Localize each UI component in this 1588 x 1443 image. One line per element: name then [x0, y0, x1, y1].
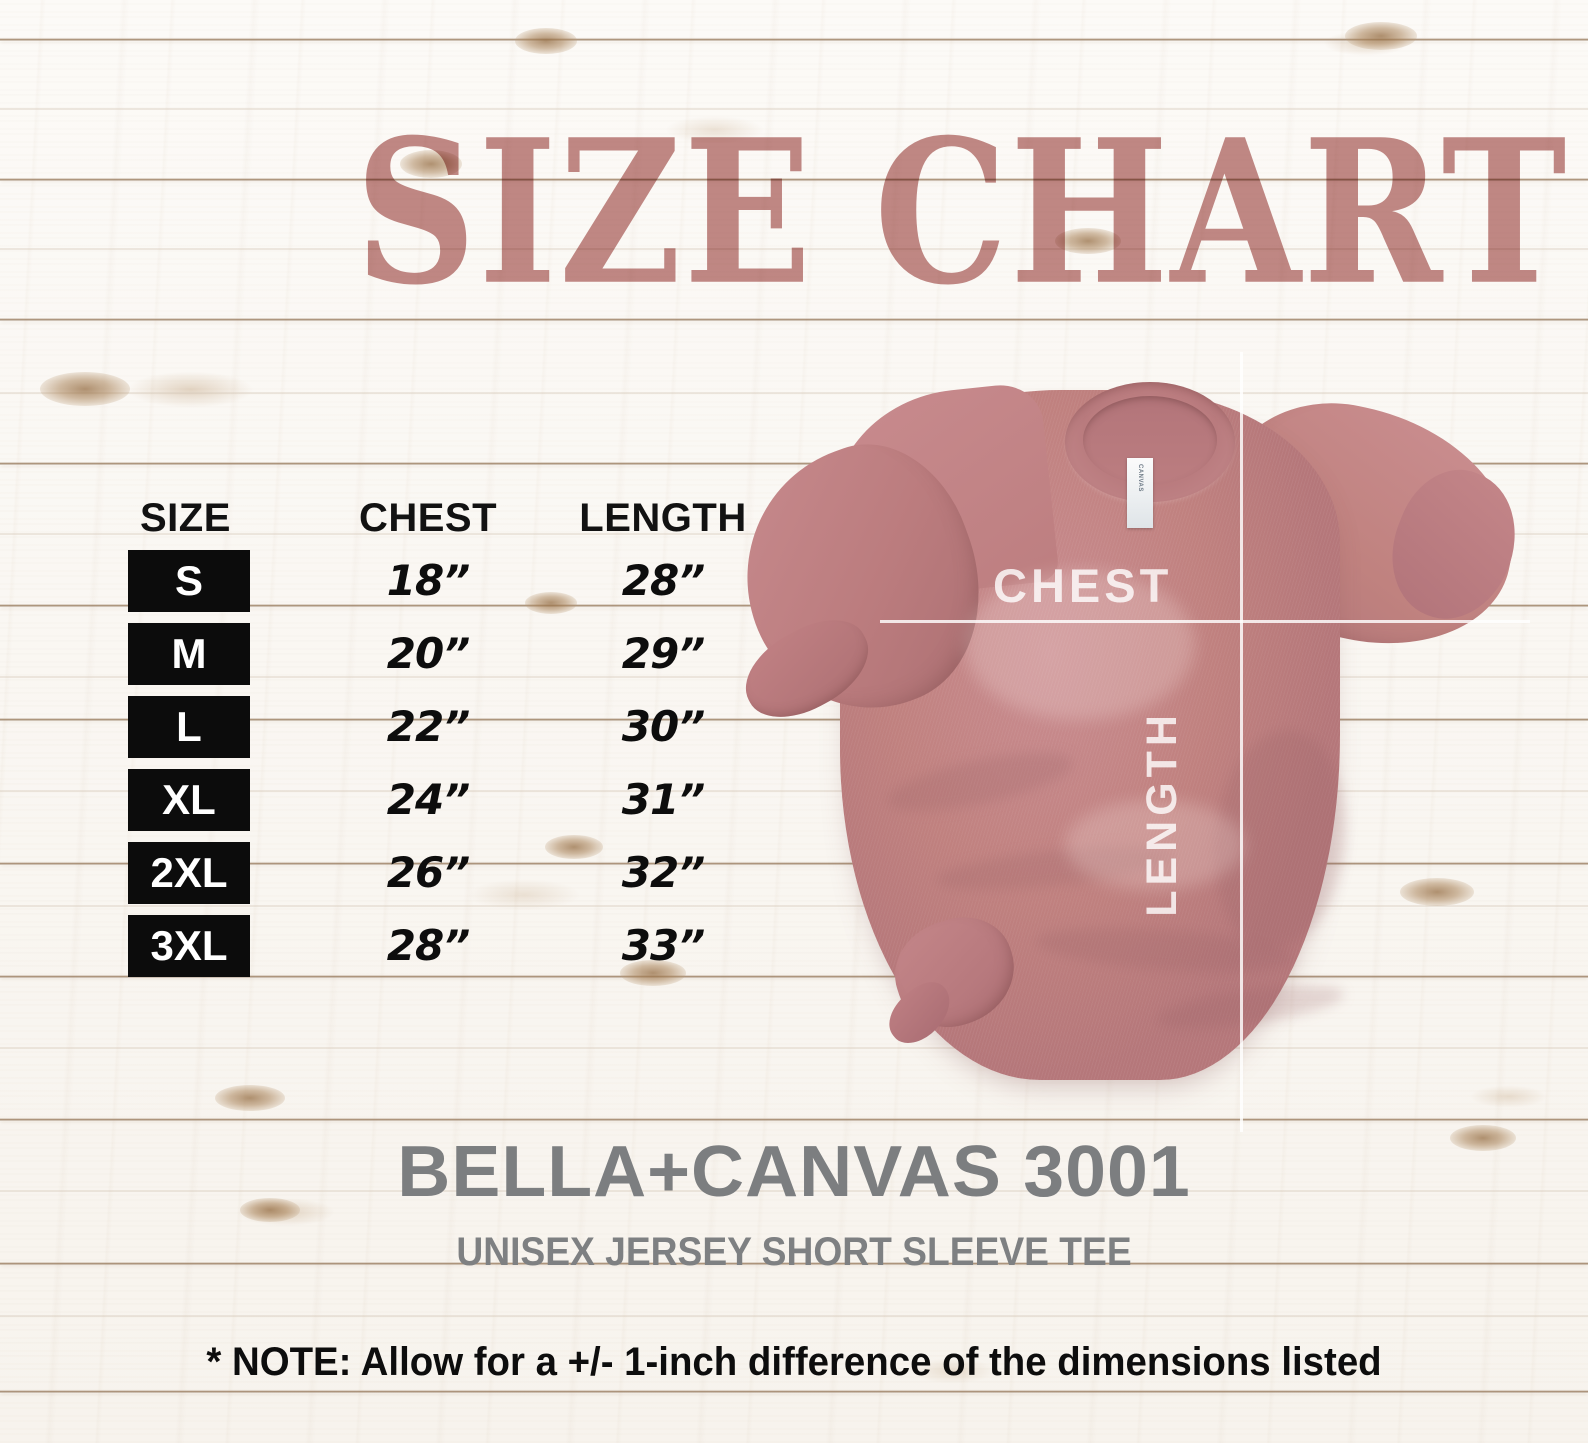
table-row: S 18” 28” — [128, 547, 753, 620]
tshirt-neck-label: CANVAS — [1127, 458, 1153, 528]
plank-seam — [0, 1262, 1588, 1265]
size-badge-label: M — [171, 630, 207, 677]
wood-knot — [1055, 228, 1121, 254]
cell-chest: 26” — [386, 848, 471, 897]
disclaimer-note: * NOTE: Allow for a +/- 1-inch differenc… — [206, 1340, 1382, 1384]
wood-knot — [1345, 22, 1417, 50]
wood-knot — [215, 1085, 285, 1111]
wood-knot — [1400, 878, 1474, 906]
page-title: SIZE CHART — [355, 95, 1569, 329]
wood-knot — [40, 372, 130, 406]
column-header-length: LENGTH — [579, 496, 747, 540]
plank-seam — [0, 462, 1588, 465]
plank-seam — [0, 392, 1588, 394]
plank-seam — [0, 108, 1588, 110]
cell-chest: 18” — [386, 556, 471, 605]
cell-length: 29” — [621, 629, 706, 678]
column-header-chest: CHEST — [358, 496, 498, 540]
cell-chest: 22” — [386, 702, 471, 751]
cell-length: 33” — [621, 921, 706, 970]
size-badge: L — [128, 696, 250, 758]
cell-length: 30” — [621, 702, 706, 751]
neck-label-text: CANVAS — [1137, 464, 1143, 492]
size-badge-label: 2XL — [150, 849, 228, 896]
plank-seam — [0, 178, 1588, 181]
size-badge: S — [128, 550, 250, 612]
fabric-highlight — [1065, 800, 1245, 890]
wood-knot — [400, 150, 462, 178]
table-row: XL 24” 31” — [128, 766, 753, 839]
length-measure-label: LENGTH — [1138, 710, 1186, 917]
plank-seam — [0, 718, 1588, 721]
size-badge: 2XL — [128, 842, 250, 904]
size-badge-label: S — [174, 557, 203, 604]
cell-length: 32” — [621, 848, 706, 897]
plank-seam — [0, 905, 1588, 907]
plank-seam — [0, 975, 1588, 978]
size-badge: M — [128, 623, 250, 685]
column-header-size: SIZE — [140, 496, 231, 540]
chest-measure-label: CHEST — [993, 559, 1173, 612]
plank-seam — [0, 1047, 1588, 1049]
plank-seam — [0, 790, 1588, 792]
wood-knot — [620, 960, 686, 986]
plank-seam — [0, 862, 1588, 865]
wood-knot — [525, 592, 577, 614]
table-row: L 22” 30” — [128, 693, 753, 766]
wood-knot — [545, 835, 603, 859]
cell-length: 31” — [621, 775, 706, 824]
size-badge-label: XL — [162, 776, 216, 823]
plank-seam — [0, 1190, 1588, 1192]
cell-length: 28” — [621, 556, 706, 605]
size-badge: XL — [128, 769, 250, 831]
plank-seam — [0, 1315, 1588, 1317]
size-badge-label: 3XL — [150, 922, 228, 969]
plank-seam — [0, 38, 1588, 41]
product-subtitle: UNISEX JERSEY SHORT SLEEVE TEE — [456, 1230, 1132, 1274]
size-badge-label: L — [176, 703, 202, 750]
plank-seam — [0, 1118, 1588, 1121]
wood-knot — [515, 28, 577, 54]
wood-knot — [240, 1198, 300, 1222]
tshirt-photo: CANVAS CHEST LENGTH — [709, 330, 1537, 1140]
table-header-row: SIZE CHEST LENGTH — [128, 495, 753, 547]
table-row: M 20” 29” — [128, 620, 753, 693]
plank-seam — [0, 248, 1588, 250]
wood-knot — [1450, 1125, 1516, 1151]
table-row: 3XL 28” 33” — [128, 912, 753, 985]
cell-chest: 24” — [386, 775, 471, 824]
cell-chest: 28” — [386, 921, 471, 970]
brand-name: BELLA+CANVAS 3001 — [397, 1132, 1191, 1212]
length-measure-line — [1240, 352, 1243, 1132]
table-row: 2XL 26” 32” — [128, 839, 753, 912]
plank-seam — [0, 318, 1588, 321]
cell-chest: 20” — [386, 629, 471, 678]
size-badge: 3XL — [128, 915, 250, 977]
size-table: SIZE CHEST LENGTH S 18” 28” M 20” 29” L … — [128, 495, 753, 985]
chest-measure-line — [880, 620, 1530, 623]
plank-seam — [0, 1390, 1588, 1393]
fabric-highlight — [965, 570, 1195, 720]
